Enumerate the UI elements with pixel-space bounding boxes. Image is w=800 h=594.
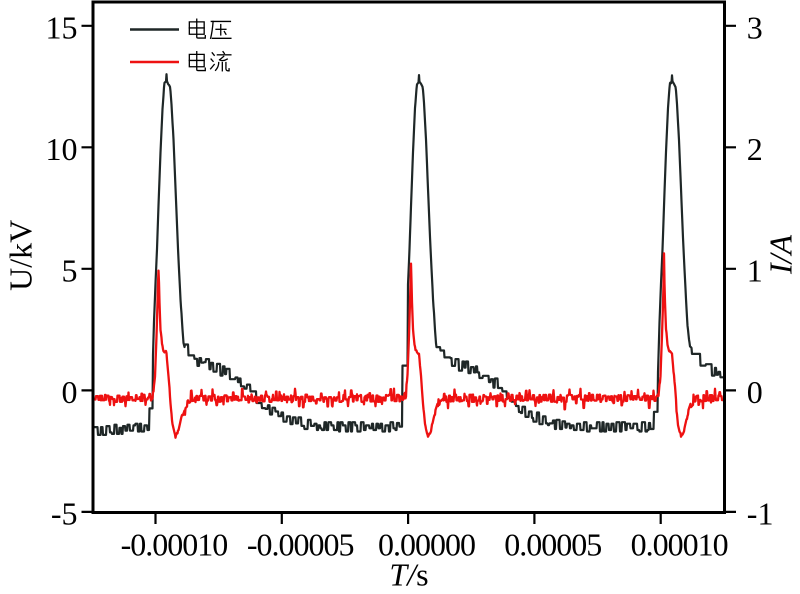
svg-text:0.00000: 0.00000 [378, 527, 475, 563]
svg-text:2: 2 [747, 131, 763, 167]
svg-text:10: 10 [46, 131, 78, 167]
svg-text:0.00010: 0.00010 [631, 527, 728, 563]
svg-text:T/s: T/s [389, 557, 428, 593]
svg-text:-5: -5 [51, 496, 78, 532]
svg-text:-1: -1 [747, 496, 774, 532]
svg-text:1: 1 [747, 253, 763, 289]
svg-text:15: 15 [46, 10, 78, 46]
svg-text:3: 3 [747, 10, 763, 46]
svg-text:0: 0 [62, 374, 78, 410]
svg-text:0: 0 [747, 374, 763, 410]
svg-text:5: 5 [62, 253, 78, 289]
svg-text:U/kV: U/kV [3, 220, 39, 291]
svg-text:-0.00010: -0.00010 [121, 527, 228, 563]
svg-text:I/A: I/A [763, 235, 799, 276]
svg-text:0.00005: 0.00005 [504, 527, 601, 563]
svg-text:-0.00005: -0.00005 [247, 527, 354, 563]
